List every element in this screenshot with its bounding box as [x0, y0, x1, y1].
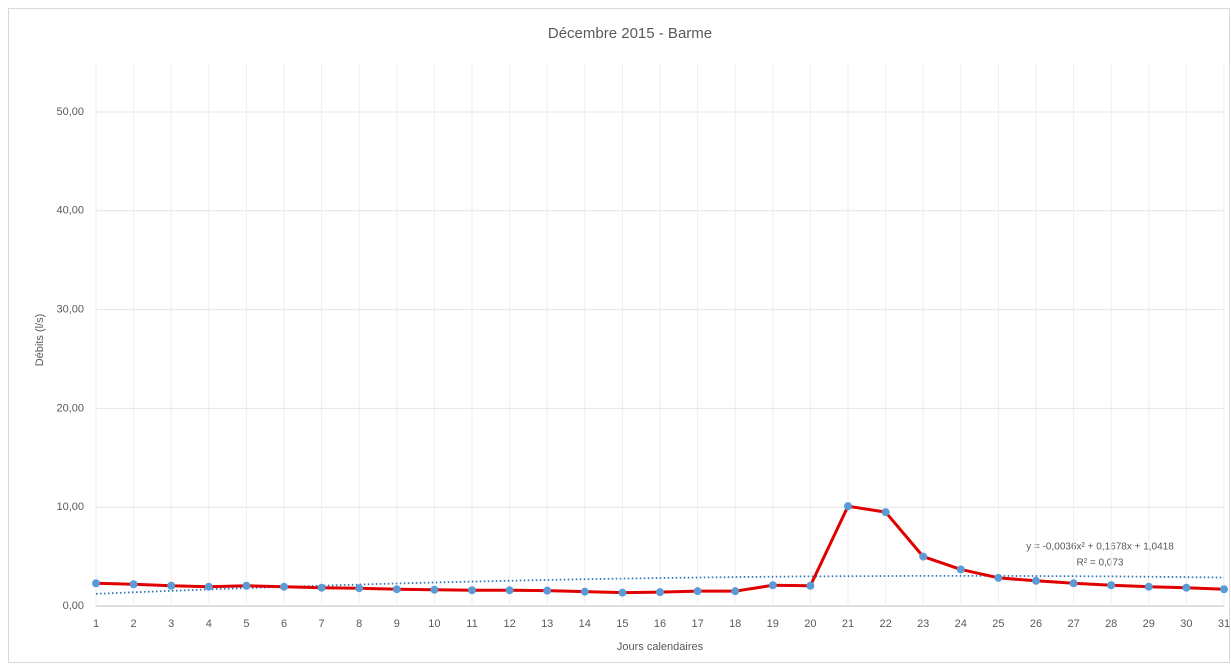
data-point [204, 582, 213, 591]
data-point [731, 587, 740, 596]
data-point [580, 587, 589, 596]
y-axis-label: Débits (l/s) [34, 314, 46, 367]
chart-title: Décembre 2015 - Barme [548, 25, 712, 42]
data-point [242, 581, 251, 590]
data-point [280, 582, 288, 591]
data-point [994, 573, 1003, 582]
y-tick-label: 50,00 [56, 106, 84, 118]
data-point [768, 581, 777, 590]
x-tick-label: 29 [1143, 618, 1155, 630]
x-tick-label: 16 [654, 618, 666, 630]
x-tick-label: 7 [319, 618, 325, 630]
chart-border [8, 8, 1230, 663]
data-point [1069, 579, 1078, 588]
y-tick-label: 30,00 [56, 304, 84, 316]
data-point [430, 585, 439, 594]
y-tick-label: 20,00 [56, 402, 84, 414]
x-tick-label: 28 [1105, 618, 1117, 630]
x-axis-label: Jours calendaires [617, 641, 704, 653]
x-tick-label: 31 [1218, 618, 1230, 630]
data-point [1107, 581, 1116, 590]
x-tick-label: 11 [466, 618, 477, 630]
data-point [919, 552, 928, 561]
data-point [1220, 585, 1228, 594]
x-tick-label: 8 [356, 618, 362, 630]
x-tick-label: 12 [503, 618, 515, 630]
data-point [656, 588, 664, 597]
data-point [167, 581, 176, 590]
data-point [355, 584, 364, 593]
data-point [618, 588, 627, 597]
trend-equation: y = -0,0036x² + 0,1678x + 1,0418 [1026, 542, 1174, 553]
x-tick-label: 4 [206, 618, 212, 630]
data-point [956, 565, 965, 574]
data-point [1144, 582, 1153, 591]
x-tick-label: 1 [93, 618, 99, 630]
trend-r2: R² = 0,073 [1077, 558, 1124, 569]
x-tick-label: 15 [616, 618, 628, 630]
data-point [317, 583, 326, 592]
data-point [543, 586, 552, 595]
data-point [505, 586, 514, 595]
data-point [693, 587, 702, 596]
x-tick-label: 30 [1180, 618, 1192, 630]
x-tick-label: 25 [992, 618, 1004, 630]
x-tick-label: 22 [879, 618, 891, 630]
x-tick-label: 3 [168, 618, 174, 630]
x-tick-label: 19 [767, 618, 779, 630]
x-tick-label: 24 [955, 618, 967, 630]
y-tick-label: 0,00 [63, 600, 84, 612]
x-tick-label: 2 [131, 618, 137, 630]
data-point [1182, 583, 1191, 592]
x-tick-label: 9 [394, 618, 400, 630]
x-tick-label: 13 [541, 618, 553, 630]
x-tick-label: 14 [579, 618, 591, 630]
x-tick-label: 18 [729, 618, 741, 630]
x-tick-label: 6 [281, 618, 287, 630]
x-tick-label: 27 [1067, 618, 1079, 630]
y-tick-label: 10,00 [56, 501, 84, 513]
x-tick-label: 23 [917, 618, 929, 630]
x-tick-label: 17 [691, 618, 703, 630]
data-point [881, 508, 890, 517]
data-point [129, 580, 138, 589]
data-point [468, 586, 476, 595]
x-tick-label: 10 [428, 618, 440, 630]
x-tick-label: 21 [842, 618, 854, 630]
data-point [844, 502, 852, 511]
x-tick-label: 5 [243, 618, 249, 630]
y-tick-label: 40,00 [56, 205, 84, 217]
data-point [1032, 576, 1040, 585]
data-point [806, 581, 815, 590]
data-point [392, 585, 401, 594]
x-tick-label: 20 [804, 618, 816, 630]
x-tick-label: 26 [1030, 618, 1042, 630]
data-point [92, 579, 100, 588]
